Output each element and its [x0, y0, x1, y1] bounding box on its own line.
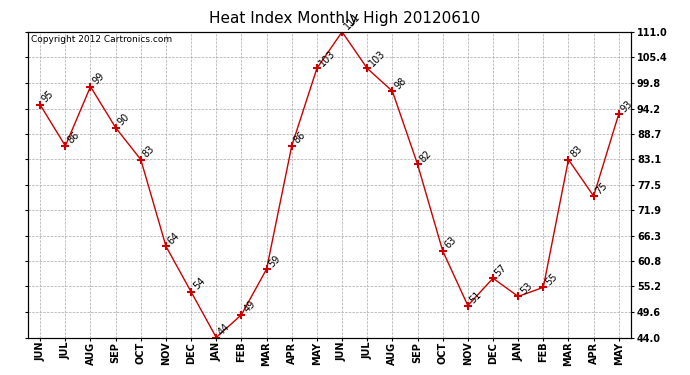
- Text: 86: 86: [66, 130, 81, 146]
- Text: 90: 90: [116, 112, 131, 128]
- Text: 95: 95: [40, 89, 56, 105]
- Text: 54: 54: [191, 276, 207, 292]
- Text: 86: 86: [292, 130, 308, 146]
- Text: 83: 83: [141, 144, 157, 160]
- Text: 53: 53: [518, 280, 534, 297]
- Text: 51: 51: [468, 290, 484, 306]
- Text: Heat Index Monthly High 20120610: Heat Index Monthly High 20120610: [209, 11, 481, 26]
- Text: 99: 99: [90, 71, 106, 87]
- Text: 75: 75: [593, 180, 609, 196]
- Text: 64: 64: [166, 231, 181, 246]
- Text: 59: 59: [266, 253, 282, 269]
- Text: 44: 44: [216, 322, 232, 338]
- Text: 93: 93: [619, 98, 635, 114]
- Text: 55: 55: [543, 272, 559, 287]
- Text: 111: 111: [342, 12, 362, 32]
- Text: 57: 57: [493, 262, 509, 278]
- Text: 83: 83: [569, 144, 584, 160]
- Text: 82: 82: [417, 148, 433, 164]
- Text: 98: 98: [393, 75, 408, 91]
- Text: 49: 49: [241, 299, 257, 315]
- Text: Copyright 2012 Cartronics.com: Copyright 2012 Cartronics.com: [30, 35, 172, 44]
- Text: 63: 63: [443, 235, 458, 251]
- Text: 103: 103: [317, 48, 337, 68]
- Text: 103: 103: [367, 48, 387, 68]
